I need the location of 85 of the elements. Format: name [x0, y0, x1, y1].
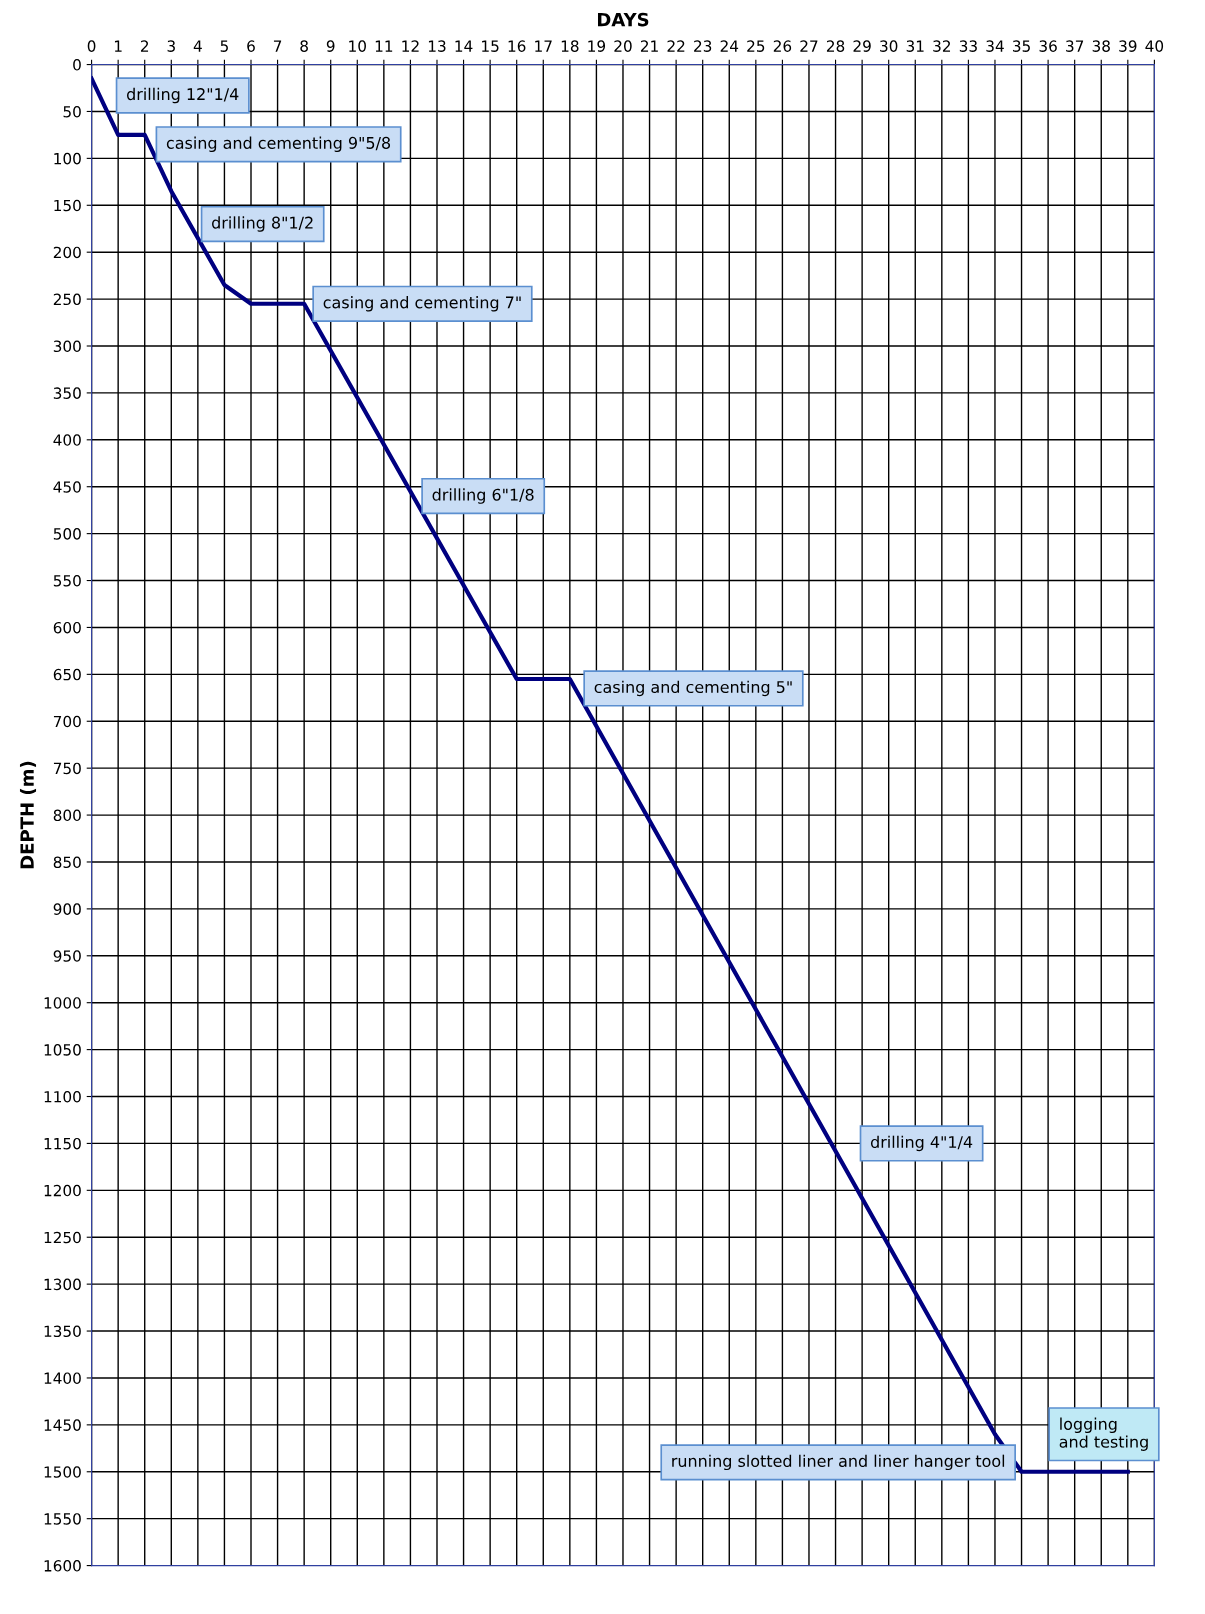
x-tick-label: 7 — [273, 40, 282, 52]
x-tick-label: 12 — [402, 40, 419, 52]
y-tick-label: 500 — [53, 528, 81, 540]
y-tick-label: 1450 — [44, 1419, 81, 1431]
x-axis-title: DAYS — [597, 12, 649, 27]
y-tick-label: 100 — [54, 152, 81, 165]
annotation: drilling 8"1/2 — [212, 216, 313, 232]
y-tick-label: 250 — [53, 293, 81, 306]
x-tick-label: 15 — [482, 40, 499, 52]
x-tick-label: 14 — [455, 40, 473, 52]
annotation: running slotted liner and liner hanger tool — [672, 1454, 1005, 1471]
x-tick-label: 38 — [1092, 40, 1110, 52]
y-tick-label: 850 — [53, 856, 81, 868]
annotation: casing and cementing 9"5/8 — [166, 136, 391, 153]
y-tick-label: 1350 — [44, 1325, 81, 1338]
y-tick-label: 1050 — [44, 1044, 81, 1056]
x-tick-label: 17 — [535, 40, 552, 52]
x-tick-label: 1 — [114, 40, 122, 52]
x-tick-label: 11 — [375, 40, 393, 52]
y-tick-label: 1500 — [44, 1466, 81, 1478]
x-tick-label: 2 — [140, 40, 149, 52]
x-tick-label: 24 — [720, 40, 739, 52]
x-tick-label: 27 — [800, 40, 818, 52]
y-tick-label: 600 — [53, 621, 81, 634]
x-tick-label: 4 — [193, 40, 202, 52]
y-tick-label: 50 — [63, 105, 81, 118]
x-tick-label: 9 — [326, 40, 335, 52]
annotation: drilling 6"1/8 — [432, 488, 534, 504]
x-tick-label: 16 — [508, 40, 526, 52]
annotation: drilling 4"1/4 — [870, 1135, 973, 1152]
x-tick-label: 40 — [1145, 40, 1164, 52]
annotation: logging and testing — [1059, 1417, 1148, 1451]
y-tick-label: 200 — [53, 246, 81, 259]
y-axis-title: DEPTH (m) — [19, 761, 37, 869]
y-tick-label: 550 — [53, 575, 81, 587]
x-tick-label: 39 — [1119, 40, 1137, 52]
y-tick-label: 1000 — [44, 997, 81, 1009]
x-tick-label: 37 — [1066, 40, 1084, 52]
x-tick-label: 10 — [349, 40, 366, 52]
x-tick-label: 3 — [167, 40, 175, 52]
y-tick-label: 900 — [53, 903, 81, 915]
y-tick-label: 1550 — [44, 1513, 81, 1525]
x-tick-label: 31 — [906, 40, 924, 52]
x-tick-label: 33 — [959, 40, 977, 52]
x-tick-label: 29 — [853, 40, 871, 52]
x-tick-label: 23 — [694, 40, 712, 52]
y-tick-label: 1150 — [44, 1137, 81, 1150]
x-tick-label: 36 — [1039, 40, 1057, 52]
x-tick-label: 30 — [880, 40, 898, 52]
annotation: casing and cementing 5" — [594, 680, 792, 697]
x-tick-label: 20 — [614, 40, 632, 52]
y-tick-label: 1100 — [44, 1090, 81, 1103]
x-tick-label: 28 — [826, 40, 845, 52]
x-tick-label: 6 — [247, 40, 255, 52]
y-tick-label: 150 — [54, 199, 81, 212]
y-tick-label: 400 — [53, 434, 81, 446]
x-tick-label: 5 — [220, 40, 228, 52]
y-tick-label: 1200 — [44, 1184, 81, 1197]
y-tick-label: 1400 — [44, 1372, 81, 1384]
x-tick-label: 26 — [773, 40, 792, 52]
y-tick-label: 700 — [53, 715, 81, 728]
x-tick-label: 35 — [1012, 40, 1030, 52]
x-tick-label: 19 — [588, 40, 606, 52]
x-tick-label: 22 — [667, 40, 685, 52]
y-tick-label: 450 — [53, 481, 81, 493]
y-tick-label: 750 — [53, 762, 81, 775]
y-tick-label: 350 — [53, 387, 81, 399]
x-tick-label: 0 — [87, 40, 96, 52]
y-tick-label: 950 — [53, 950, 81, 962]
x-tick-label: 21 — [640, 40, 658, 52]
x-tick-label: 25 — [747, 40, 765, 52]
x-tick-label: 32 — [933, 40, 951, 52]
x-tick-label: 18 — [561, 40, 579, 52]
x-tick-label: 8 — [300, 40, 308, 52]
y-tick-label: 800 — [53, 809, 81, 822]
y-tick-label: 1250 — [44, 1231, 81, 1244]
y-tick-label: 1600 — [44, 1560, 81, 1572]
x-tick-label: 13 — [428, 40, 446, 52]
annotation: drilling 12"1/4 — [127, 87, 239, 104]
y-tick-label: 650 — [53, 668, 81, 681]
y-tick-label: 300 — [53, 340, 81, 353]
x-tick-label: 34 — [986, 40, 1004, 52]
y-tick-label: 1300 — [44, 1278, 81, 1291]
annotation: casing and cementing 7" — [323, 296, 521, 312]
y-tick-label: 0 — [73, 59, 81, 71]
